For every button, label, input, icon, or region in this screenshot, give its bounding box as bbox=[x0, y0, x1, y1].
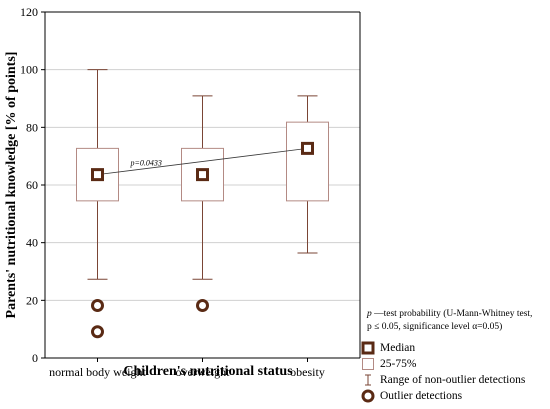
y-tick-labels: 0 20 40 60 80 100 120 bbox=[20, 5, 45, 365]
x-tick-label: obesity bbox=[290, 365, 325, 379]
significance-line bbox=[97, 147, 308, 176]
legend-box-label: 25-75% bbox=[380, 358, 417, 370]
median-marker bbox=[91, 168, 104, 182]
note-line-2: p ≤ 0.05, significance level α=0.05) bbox=[367, 322, 503, 332]
legend-median-label: Median bbox=[380, 342, 416, 354]
significance-note: p —test probability (U-Mann-Whitney test… bbox=[367, 308, 550, 334]
x-axis-title: Children's nutritional status bbox=[123, 364, 293, 379]
legend-item-median: Median bbox=[360, 340, 525, 356]
x-tick-labels: normal body weight overweight obesity bbox=[49, 358, 325, 379]
legend-item-range: Range of non-outlier detections bbox=[360, 372, 525, 388]
legend-item-box: 25-75% bbox=[360, 356, 525, 372]
box-normal-body-weight bbox=[76, 69, 119, 339]
y-tick-label: 40 bbox=[26, 236, 38, 250]
y-tick-label: 120 bbox=[20, 5, 38, 19]
y-tick-label: 80 bbox=[26, 120, 38, 134]
y-axis-title: Parents' nutritional knowledge [% of poi… bbox=[4, 52, 19, 319]
box-square-icon bbox=[360, 357, 376, 371]
legend-item-outlier: Outlier detections bbox=[360, 388, 525, 404]
y-tick-label: 100 bbox=[20, 63, 38, 77]
box-obesity bbox=[286, 95, 329, 254]
whisker-icon bbox=[360, 373, 376, 387]
y-tick-label: 60 bbox=[26, 178, 38, 192]
legend: Median 25-75% Range of non-outlier detec… bbox=[360, 340, 525, 404]
legend-range-label: Range of non-outlier detections bbox=[380, 374, 526, 386]
outlier-point bbox=[91, 299, 104, 313]
outlier-point bbox=[196, 299, 209, 313]
median-marker bbox=[196, 168, 209, 182]
outlier-point bbox=[91, 325, 104, 339]
y-tick-label: 20 bbox=[26, 293, 38, 307]
x-tick-label: overweight bbox=[176, 365, 231, 379]
iqr-box bbox=[286, 121, 329, 202]
significance-label: p=0.0433 bbox=[130, 159, 162, 168]
median-marker bbox=[301, 141, 314, 155]
x-tick-label: normal body weight bbox=[49, 365, 146, 379]
plot-area: p=0.0433 bbox=[76, 69, 329, 339]
y-tick-label: 0 bbox=[32, 351, 38, 365]
outlier-circle-icon bbox=[360, 389, 376, 403]
median-square-icon bbox=[360, 341, 376, 355]
note-line-1: p —test probability (U-Mann-Whitney test… bbox=[367, 309, 533, 319]
legend-outlier-label: Outlier detections bbox=[380, 390, 463, 402]
